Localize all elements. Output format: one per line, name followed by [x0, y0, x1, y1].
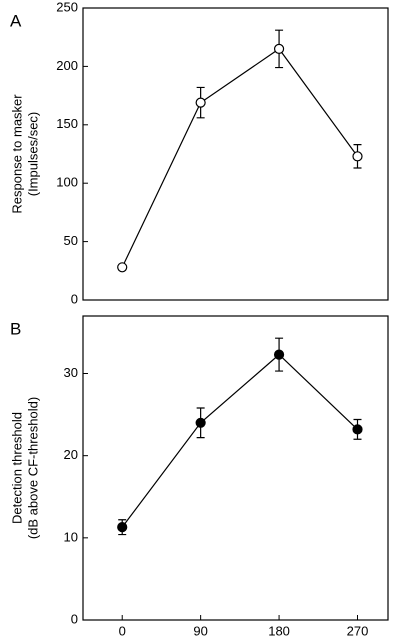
plot-frame: [82, 7, 389, 301]
x-tick-label: 90: [193, 623, 207, 638]
plot-frame: [82, 315, 389, 621]
y-tick-label: 10: [64, 529, 78, 544]
y-axis-label: (Impulses/sec): [25, 112, 40, 197]
y-axis-label: (dB above CF-threshold): [25, 397, 40, 539]
panel-label: A: [10, 11, 22, 30]
y-tick-label: 30: [64, 365, 78, 380]
x-tick-label: 270: [347, 623, 369, 638]
data-point: [352, 424, 363, 435]
y-tick-label: 50: [64, 233, 78, 248]
panel-label: B: [10, 319, 21, 338]
x-tick-label: 180: [268, 623, 290, 638]
data-point: [195, 417, 206, 428]
y-axis-label: Response to masker: [9, 94, 24, 214]
data-point: [352, 151, 363, 162]
y-tick-label: 150: [56, 116, 78, 131]
data-point: [117, 522, 128, 533]
y-tick-label: 0: [71, 611, 78, 626]
y-tick-label: 20: [64, 447, 78, 462]
y-tick-label: 250: [56, 0, 78, 14]
data-line: [121, 353, 358, 528]
data-line: [121, 48, 358, 268]
data-point: [273, 349, 285, 360]
y-tick-label: 100: [56, 175, 78, 190]
y-tick-label: 200: [56, 58, 78, 73]
y-tick-label: 0: [71, 291, 78, 306]
x-tick-label: 0: [119, 623, 126, 638]
data-point: [117, 262, 128, 273]
y-axis-label: Detection threshold: [9, 412, 24, 524]
data-point: [195, 97, 206, 108]
data-point: [273, 43, 285, 54]
